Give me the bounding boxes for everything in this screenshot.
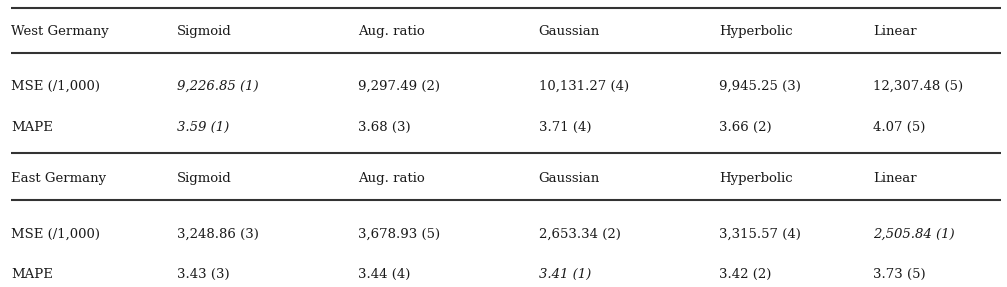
Text: Linear: Linear	[873, 25, 916, 38]
Text: Gaussian: Gaussian	[539, 172, 600, 185]
Text: 12,307.48 (5): 12,307.48 (5)	[873, 80, 963, 93]
Text: 3,678.93 (5): 3,678.93 (5)	[357, 227, 440, 241]
Text: MAPE: MAPE	[11, 121, 53, 134]
Text: Aug. ratio: Aug. ratio	[357, 25, 425, 38]
Text: 3.66 (2): 3.66 (2)	[719, 121, 772, 134]
Text: Hyperbolic: Hyperbolic	[719, 25, 794, 38]
Text: Linear: Linear	[873, 172, 916, 185]
Text: 10,131.27 (4): 10,131.27 (4)	[539, 80, 628, 93]
Text: 3.73 (5): 3.73 (5)	[873, 268, 925, 281]
Text: 9,226.85 (1): 9,226.85 (1)	[177, 80, 259, 93]
Text: Gaussian: Gaussian	[539, 25, 600, 38]
Text: 3.43 (3): 3.43 (3)	[177, 268, 230, 281]
Text: 4.07 (5): 4.07 (5)	[873, 121, 925, 134]
Text: 3.44 (4): 3.44 (4)	[357, 268, 410, 281]
Text: 3.42 (2): 3.42 (2)	[719, 268, 771, 281]
Text: Hyperbolic: Hyperbolic	[719, 172, 794, 185]
Text: 9,297.49 (2): 9,297.49 (2)	[357, 80, 440, 93]
Text: 3.41 (1): 3.41 (1)	[539, 268, 591, 281]
Text: MAPE: MAPE	[11, 268, 53, 281]
Text: 3.71 (4): 3.71 (4)	[539, 121, 591, 134]
Text: 2,505.84 (1): 2,505.84 (1)	[873, 227, 955, 241]
Text: MSE (/1,000): MSE (/1,000)	[11, 80, 101, 93]
Text: East Germany: East Germany	[11, 172, 107, 185]
Text: West Germany: West Germany	[11, 25, 109, 38]
Text: MSE (/1,000): MSE (/1,000)	[11, 227, 101, 241]
Text: Sigmoid: Sigmoid	[177, 172, 232, 185]
Text: 3,315.57 (4): 3,315.57 (4)	[719, 227, 802, 241]
Text: Sigmoid: Sigmoid	[177, 25, 232, 38]
Text: 9,945.25 (3): 9,945.25 (3)	[719, 80, 802, 93]
Text: 3.68 (3): 3.68 (3)	[357, 121, 411, 134]
Text: Aug. ratio: Aug. ratio	[357, 172, 425, 185]
Text: 3.59 (1): 3.59 (1)	[177, 121, 230, 134]
Text: 2,653.34 (2): 2,653.34 (2)	[539, 227, 620, 241]
Text: 3,248.86 (3): 3,248.86 (3)	[177, 227, 259, 241]
